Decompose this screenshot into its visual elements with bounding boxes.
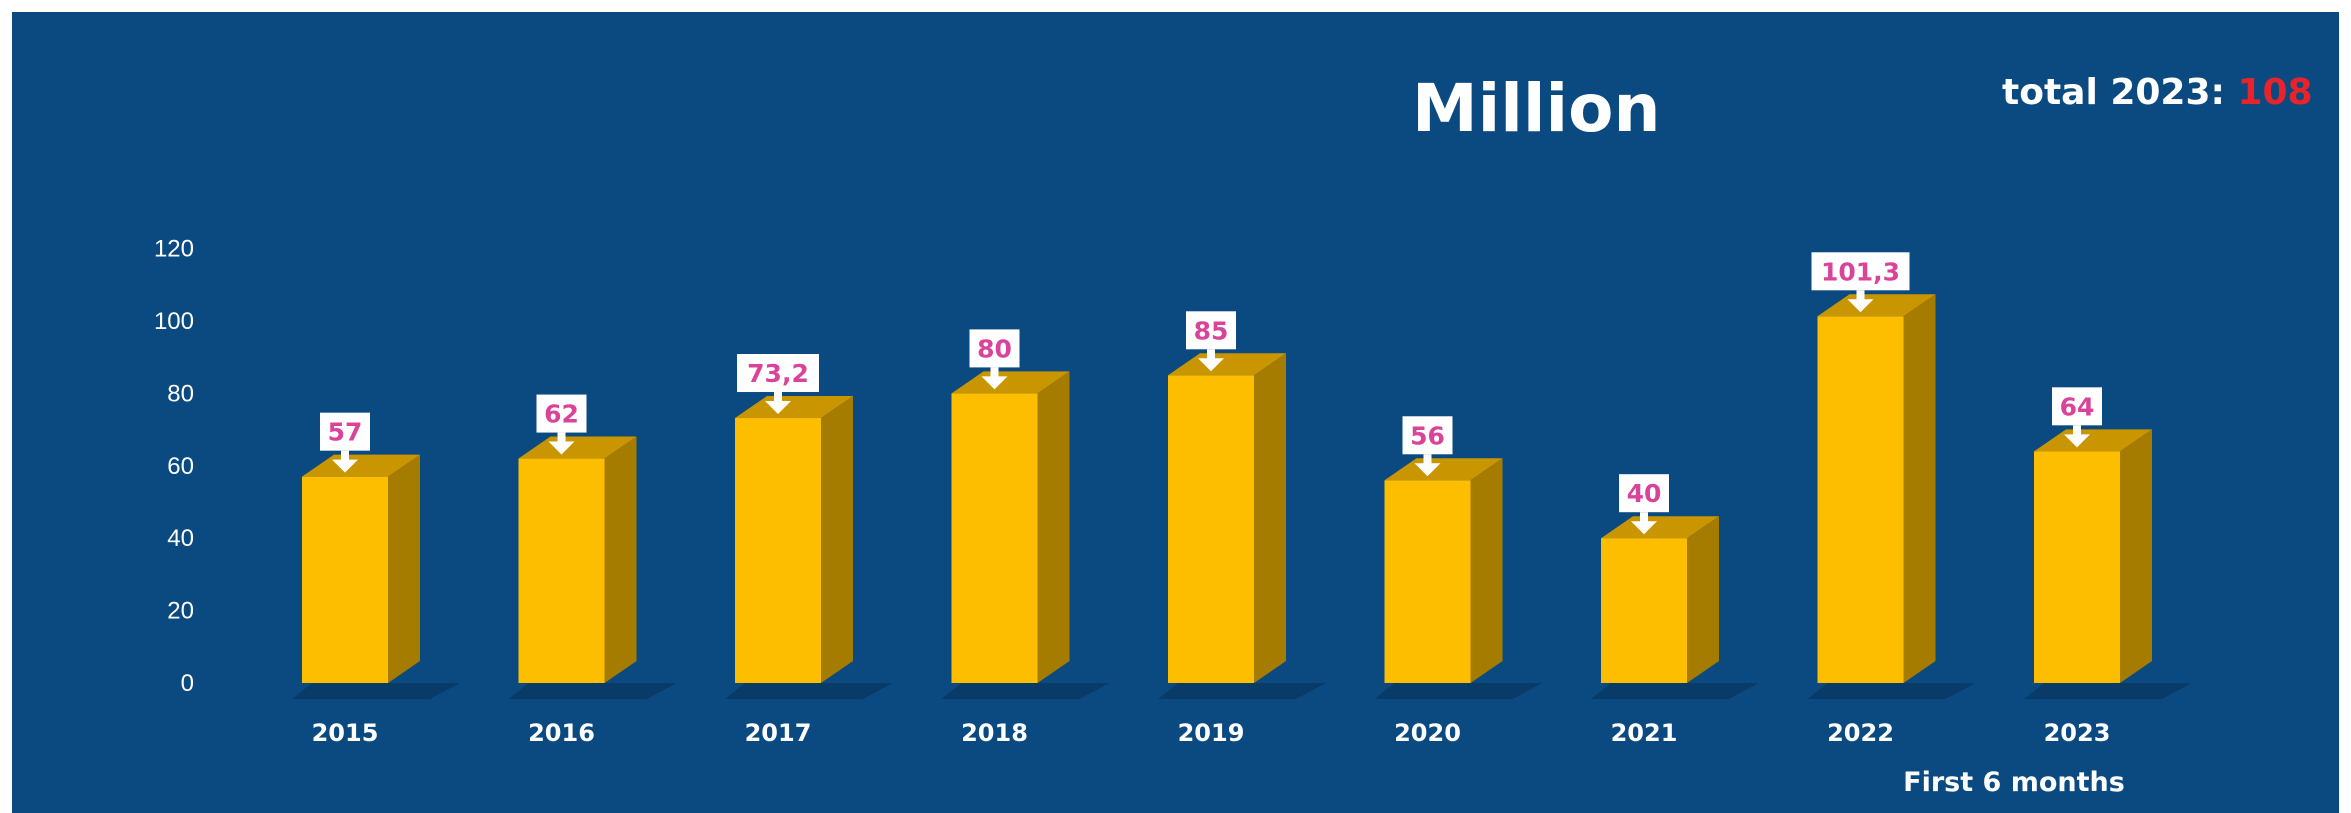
bar-shadow-2016: [508, 683, 677, 699]
data-label-box-2018: [969, 329, 1020, 368]
bar-side-2017: [821, 396, 853, 683]
data-label-arrow-2022: [1847, 299, 1874, 313]
bar-shadow-2015: [292, 683, 460, 699]
data-label-box-2020: [1402, 416, 1453, 455]
bar-top-2020: [1384, 458, 1503, 481]
data-label-box-2021: [1619, 474, 1669, 513]
data-label-arrow-2023: [2064, 434, 2090, 448]
x-tick-label-2017: 2017: [745, 719, 812, 747]
y-tick-label-120: 120: [154, 236, 194, 263]
data-label-arrow-2021: [1631, 521, 1657, 535]
y-tick-label-0: 0: [181, 670, 194, 697]
bar-2021: [1601, 538, 1687, 683]
x-tick-label-2016: 2016: [528, 719, 595, 747]
bar-side-2018: [1037, 371, 1070, 683]
bar-top-2019: [1168, 353, 1286, 376]
data-label-2015: 57: [328, 418, 363, 447]
data-label-box-2023: [2052, 387, 2102, 426]
data-label-2018: 80: [977, 334, 1012, 363]
data-label-arrow-stem-2022: [1856, 290, 1865, 301]
x-tick-label-2020: 2020: [1394, 719, 1461, 747]
data-label-arrow-2018: [981, 376, 1008, 390]
y-tick-label-40: 40: [167, 525, 194, 552]
bar-side-2019: [1254, 353, 1286, 683]
bar-top-2015: [302, 454, 420, 477]
bar-2018: [951, 393, 1038, 683]
unit-label: Million: [1412, 70, 1661, 147]
y-tick-label-80: 80: [167, 380, 194, 407]
data-label-2016: 62: [544, 400, 579, 429]
bar-top-2021: [1601, 516, 1719, 539]
bar-side-2016: [604, 436, 637, 683]
data-label-2021: 40: [1627, 479, 1662, 508]
data-label-arrow-stem-2018: [990, 367, 999, 378]
data-label-box-2015: [320, 412, 370, 451]
bar-chart: 0 20 40 60 80 100 120 57 2015 62 2016 73,2 2017 80 201…: [154, 236, 2192, 747]
bar-side-2020: [1470, 458, 1503, 683]
data-label-arrow-2020: [1414, 463, 1441, 477]
data-label-arrow-stem-2021: [1640, 512, 1648, 523]
bar-shadow-2018: [941, 683, 1110, 699]
y-tick-label-100: 100: [154, 308, 194, 335]
data-label-arrow-stem-2020: [1423, 454, 1432, 465]
total-value: 108: [2237, 72, 2313, 113]
bar-2016: [518, 458, 605, 683]
chart-panel: 0 20 40 60 80 100 120 57 2015 62 2016 73,2 2017 80 201…: [12, 12, 2339, 813]
bar-2020: [1384, 480, 1471, 683]
bar-2022: [1817, 316, 1904, 683]
bar-top-2018: [951, 371, 1070, 394]
data-label-arrow-stem-2023: [2073, 425, 2081, 436]
bar-top-2022: [1817, 294, 1936, 317]
bar-2015: [302, 476, 388, 683]
bar-side-2015: [388, 454, 420, 683]
bar-shadow-2019: [1158, 683, 1326, 699]
bar-shadow-2022: [1807, 683, 1976, 699]
y-tick-label-60: 60: [167, 453, 194, 480]
bar-2023: [2034, 451, 2120, 683]
bar-shadow-2023: [2024, 683, 2192, 699]
x-tick-label-2023: 2023: [2044, 719, 2111, 747]
data-label-arrow-stem-2015: [341, 450, 349, 461]
data-label-arrow-stem-2017: [774, 392, 782, 403]
data-label-box-2019: [1186, 311, 1236, 350]
data-label-arrow-stem-2016: [557, 432, 566, 443]
bar-shadow-2020: [1374, 683, 1543, 699]
data-label-2022: 101,3: [1821, 257, 1900, 286]
bar-shadow-2017: [725, 683, 893, 699]
data-label-arrow-2019: [1198, 358, 1224, 372]
bar-2019: [1168, 375, 1254, 683]
x-tick-label-2018: 2018: [961, 719, 1028, 747]
data-label-arrow-stem-2019: [1207, 349, 1215, 360]
bar-top-2023: [2034, 429, 2152, 452]
bar-side-2021: [1687, 516, 1719, 683]
bar-side-2023: [2120, 429, 2152, 683]
bar-shadow-2021: [1591, 683, 1759, 699]
y-tick-label-20: 20: [167, 598, 194, 625]
footnote-first-6-months: First 6 months: [1851, 756, 2177, 810]
data-label-2023: 64: [2060, 392, 2095, 421]
total-annotation: total 2023: 108: [2002, 75, 2313, 111]
data-label-box-2017: [737, 354, 819, 393]
x-tick-label-2019: 2019: [1178, 719, 1245, 747]
data-label-2020: 56: [1410, 421, 1445, 450]
x-tick-label-2022: 2022: [1827, 719, 1894, 747]
data-label-box-2016: [536, 394, 587, 433]
data-label-2019: 85: [1194, 316, 1229, 345]
data-label-arrow-2016: [548, 441, 575, 455]
data-label-2017: 73,2: [747, 359, 809, 388]
bar-top-2016: [518, 436, 637, 459]
x-tick-label-2015: 2015: [312, 719, 379, 747]
x-tick-label-2021: 2021: [1611, 719, 1678, 747]
data-label-arrow-2015: [332, 459, 358, 473]
bar-side-2022: [1903, 294, 1936, 683]
data-label-box-2022: [1811, 252, 1910, 291]
bar-top-2017: [735, 396, 853, 419]
data-label-arrow-2017: [765, 401, 791, 415]
bar-2017: [735, 418, 821, 683]
total-label: total 2023:: [2002, 72, 2238, 113]
